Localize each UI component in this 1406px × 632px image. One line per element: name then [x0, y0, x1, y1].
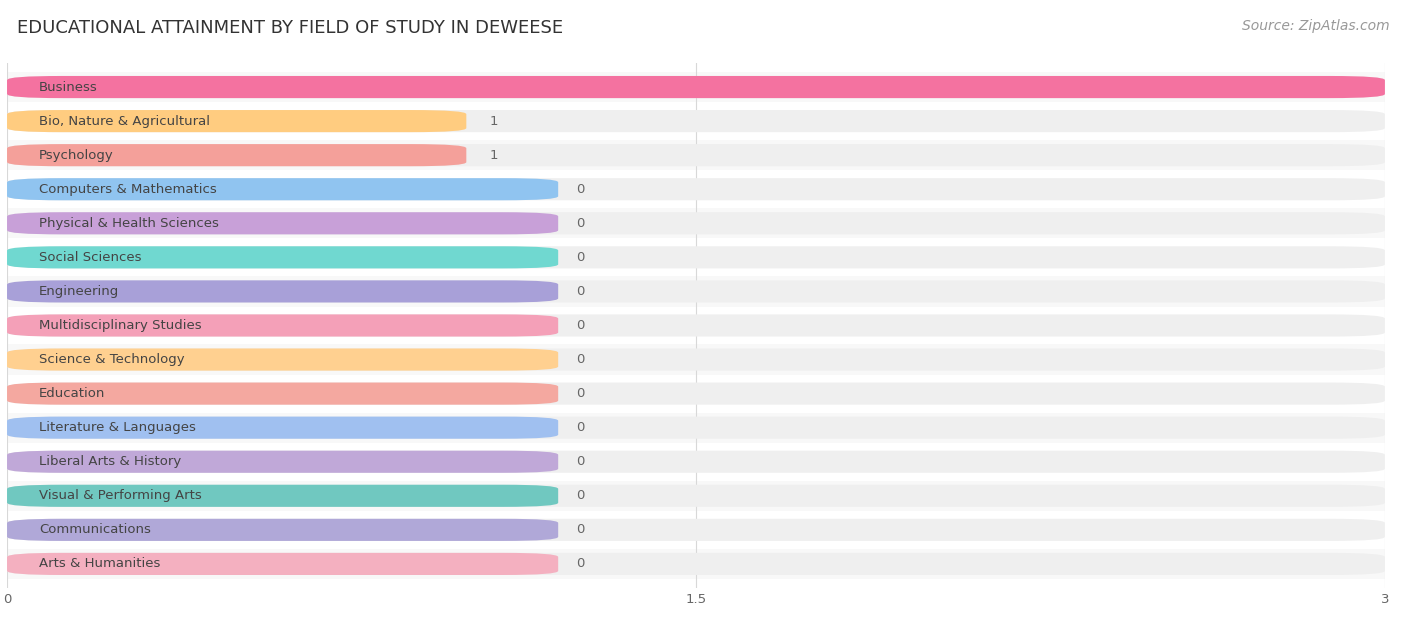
- Text: 0: 0: [576, 455, 585, 468]
- FancyBboxPatch shape: [7, 382, 558, 404]
- FancyBboxPatch shape: [7, 178, 1385, 200]
- FancyBboxPatch shape: [7, 416, 1385, 439]
- FancyBboxPatch shape: [7, 519, 558, 541]
- Text: Physical & Health Sciences: Physical & Health Sciences: [39, 217, 219, 230]
- Text: 0: 0: [576, 285, 585, 298]
- Text: EDUCATIONAL ATTAINMENT BY FIELD OF STUDY IN DEWEESE: EDUCATIONAL ATTAINMENT BY FIELD OF STUDY…: [17, 19, 562, 37]
- FancyBboxPatch shape: [7, 348, 558, 370]
- Text: 1: 1: [489, 149, 498, 162]
- Text: Visual & Performing Arts: Visual & Performing Arts: [39, 489, 202, 502]
- Text: 0: 0: [576, 489, 585, 502]
- Text: Computers & Mathematics: Computers & Mathematics: [39, 183, 217, 196]
- Text: Multidisciplinary Studies: Multidisciplinary Studies: [39, 319, 202, 332]
- FancyBboxPatch shape: [7, 485, 558, 507]
- Text: 0: 0: [576, 183, 585, 196]
- FancyBboxPatch shape: [7, 281, 1385, 303]
- FancyBboxPatch shape: [7, 549, 1385, 579]
- Text: 0: 0: [576, 421, 585, 434]
- Text: Psychology: Psychology: [39, 149, 114, 162]
- FancyBboxPatch shape: [7, 553, 1385, 575]
- Text: Engineering: Engineering: [39, 285, 120, 298]
- FancyBboxPatch shape: [7, 246, 558, 269]
- FancyBboxPatch shape: [7, 451, 558, 473]
- FancyBboxPatch shape: [7, 140, 1385, 171]
- Text: Bio, Nature & Agricultural: Bio, Nature & Agricultural: [39, 114, 209, 128]
- FancyBboxPatch shape: [7, 553, 558, 575]
- FancyBboxPatch shape: [7, 76, 1385, 98]
- FancyBboxPatch shape: [7, 314, 1385, 337]
- FancyBboxPatch shape: [7, 208, 1385, 238]
- FancyBboxPatch shape: [7, 212, 558, 234]
- FancyBboxPatch shape: [7, 178, 558, 200]
- Text: 0: 0: [576, 217, 585, 230]
- Text: Arts & Humanities: Arts & Humanities: [39, 557, 160, 571]
- Text: 1: 1: [489, 114, 498, 128]
- FancyBboxPatch shape: [7, 485, 1385, 507]
- FancyBboxPatch shape: [7, 480, 1385, 511]
- FancyBboxPatch shape: [7, 314, 558, 337]
- Text: Literature & Languages: Literature & Languages: [39, 421, 195, 434]
- Text: 0: 0: [576, 523, 585, 537]
- Text: 0: 0: [576, 251, 585, 264]
- FancyBboxPatch shape: [7, 76, 1385, 98]
- Text: Source: ZipAtlas.com: Source: ZipAtlas.com: [1241, 19, 1389, 33]
- FancyBboxPatch shape: [7, 144, 1385, 166]
- FancyBboxPatch shape: [7, 276, 1385, 307]
- FancyBboxPatch shape: [7, 416, 558, 439]
- FancyBboxPatch shape: [7, 281, 558, 303]
- Text: Business: Business: [39, 80, 98, 94]
- FancyBboxPatch shape: [7, 348, 1385, 370]
- Text: 0: 0: [576, 387, 585, 400]
- FancyBboxPatch shape: [7, 344, 1385, 375]
- Text: Social Sciences: Social Sciences: [39, 251, 142, 264]
- Text: Communications: Communications: [39, 523, 150, 537]
- FancyBboxPatch shape: [7, 110, 1385, 132]
- FancyBboxPatch shape: [7, 451, 1385, 473]
- FancyBboxPatch shape: [7, 72, 1385, 102]
- FancyBboxPatch shape: [7, 413, 1385, 443]
- Text: Education: Education: [39, 387, 105, 400]
- FancyBboxPatch shape: [7, 212, 1385, 234]
- Text: 0: 0: [576, 557, 585, 571]
- FancyBboxPatch shape: [7, 382, 1385, 404]
- FancyBboxPatch shape: [7, 110, 467, 132]
- Text: 0: 0: [576, 353, 585, 366]
- FancyBboxPatch shape: [7, 246, 1385, 269]
- FancyBboxPatch shape: [7, 144, 467, 166]
- Text: Science & Technology: Science & Technology: [39, 353, 184, 366]
- Text: Liberal Arts & History: Liberal Arts & History: [39, 455, 181, 468]
- FancyBboxPatch shape: [7, 519, 1385, 541]
- Text: 0: 0: [576, 319, 585, 332]
